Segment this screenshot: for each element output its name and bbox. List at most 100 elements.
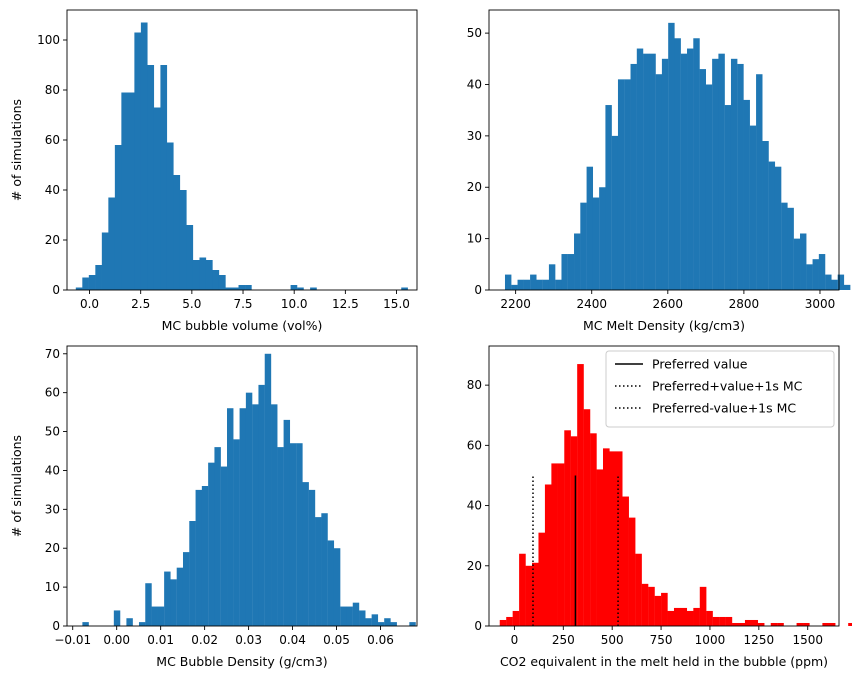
histogram-bar bbox=[245, 285, 252, 290]
histogram-bar bbox=[743, 99, 750, 290]
histogram-bar bbox=[719, 616, 726, 626]
x-tick-label: 2400 bbox=[576, 297, 607, 311]
histogram-bar bbox=[596, 469, 604, 626]
histogram-bar bbox=[628, 517, 636, 626]
histogram-bar bbox=[705, 84, 713, 290]
legend-box bbox=[605, 350, 835, 428]
x-tick-label: 500 bbox=[601, 633, 624, 647]
histogram-bar bbox=[532, 562, 539, 626]
histogram-bar bbox=[793, 238, 801, 290]
histogram-bar bbox=[297, 287, 304, 290]
axes-frame bbox=[66, 9, 418, 291]
histogram-bar bbox=[310, 287, 317, 290]
y-tick-label: 20 bbox=[45, 233, 60, 247]
histogram-bar bbox=[271, 404, 278, 626]
x-tick-label: 2600 bbox=[653, 297, 684, 311]
histogram-bar bbox=[706, 610, 713, 626]
histogram-bar bbox=[134, 32, 142, 290]
y-tick-label: 20 bbox=[467, 180, 482, 194]
histogram-bar bbox=[114, 145, 122, 290]
histogram-bar bbox=[333, 548, 341, 626]
y-tick-label: 40 bbox=[467, 499, 482, 513]
histogram-bar bbox=[157, 606, 165, 626]
y-tick-label: 100 bbox=[37, 33, 60, 47]
histogram-bar bbox=[384, 618, 391, 626]
histogram-bar bbox=[179, 190, 187, 290]
x-tick-label: 1000 bbox=[695, 633, 726, 647]
histogram-bar bbox=[661, 58, 669, 290]
x-tick-label: 0 bbox=[511, 633, 519, 647]
histogram-bar bbox=[147, 65, 155, 290]
histogram-bar bbox=[787, 207, 794, 290]
histogram-bar bbox=[693, 607, 700, 626]
histogram-bar bbox=[212, 270, 220, 290]
histogram-bar bbox=[737, 63, 744, 291]
x-tick-label: 0.01 bbox=[147, 633, 174, 647]
histogram-bar bbox=[680, 53, 688, 290]
y-tick-label: 0 bbox=[474, 619, 482, 633]
histogram-bar bbox=[409, 622, 416, 626]
histogram-bar bbox=[220, 466, 228, 626]
y-tick-label: 40 bbox=[45, 463, 60, 477]
x-tick-label: 0.06 bbox=[367, 633, 394, 647]
histogram-bar bbox=[525, 565, 533, 626]
histogram-bar bbox=[699, 586, 707, 626]
histogram-bar bbox=[308, 489, 316, 626]
x-tick-label: 7.5 bbox=[233, 297, 252, 311]
histogram-bar bbox=[352, 602, 360, 626]
y-tick-label: 50 bbox=[467, 26, 482, 40]
histogram-bar bbox=[712, 616, 720, 626]
histogram-bar bbox=[296, 443, 303, 626]
histogram-bar bbox=[822, 622, 829, 626]
x-axis-label: MC bubble volume (vol%) bbox=[162, 318, 323, 333]
chart-panel-bottom-left: −0.01 0.00 0.01 0.02 0.03 0.04 0.05 0.06 0 10 20 30… bbox=[9, 345, 418, 669]
histogram-bar bbox=[749, 125, 757, 290]
histogram-bar bbox=[401, 287, 408, 290]
histogram-bar bbox=[548, 264, 556, 290]
x-tick-label: 0.00 bbox=[103, 633, 130, 647]
y-tick-label: 80 bbox=[45, 83, 60, 97]
histogram-bar bbox=[828, 622, 836, 626]
histogram-bar bbox=[245, 392, 253, 626]
histogram-bar bbox=[160, 65, 168, 290]
histogram-bar bbox=[95, 265, 102, 290]
histogram-bar bbox=[126, 618, 133, 626]
histogram-bar bbox=[561, 254, 568, 290]
x-axis-label: MC Bubble Density (g/cm3) bbox=[156, 654, 327, 669]
y-tick-label: 60 bbox=[45, 386, 60, 400]
histogram-bar bbox=[649, 53, 656, 290]
histogram-bar bbox=[82, 622, 89, 626]
histogram-bar bbox=[377, 622, 385, 626]
histogram-bar bbox=[512, 610, 520, 626]
x-tick-label: 0.05 bbox=[323, 633, 350, 647]
y-tick-label: 10 bbox=[45, 580, 60, 594]
histogram-bar bbox=[756, 74, 763, 290]
histogram-bar bbox=[577, 364, 584, 626]
histogram-bar bbox=[615, 451, 623, 626]
histogram-bar bbox=[796, 622, 804, 626]
histogram-bar bbox=[831, 279, 838, 290]
histogram-bar bbox=[346, 606, 353, 626]
histogram-bar bbox=[542, 279, 550, 290]
histogram-bar bbox=[592, 197, 600, 290]
legend-label: Preferred value bbox=[652, 357, 748, 372]
y-tick-label: 30 bbox=[467, 129, 482, 143]
y-tick-label: 30 bbox=[45, 502, 60, 516]
histogram-bar bbox=[173, 175, 181, 290]
histogram-bar bbox=[680, 607, 688, 626]
histogram-bar bbox=[570, 436, 578, 626]
histogram-bar bbox=[506, 616, 513, 626]
histogram-bar bbox=[205, 260, 213, 290]
histogram-bar bbox=[730, 58, 738, 290]
histogram-bar bbox=[239, 408, 247, 626]
histogram-bar bbox=[586, 166, 594, 290]
histogram-bar bbox=[732, 622, 739, 626]
y-tick-label: 40 bbox=[467, 77, 482, 91]
x-tick-label: 0.04 bbox=[279, 633, 306, 647]
histogram-bar bbox=[214, 447, 221, 626]
histogram-bar bbox=[602, 448, 610, 626]
histogram-bar bbox=[590, 433, 597, 626]
histogram-bar bbox=[762, 141, 769, 290]
histogram-bar bbox=[208, 462, 215, 626]
histogram-bar bbox=[283, 419, 291, 626]
